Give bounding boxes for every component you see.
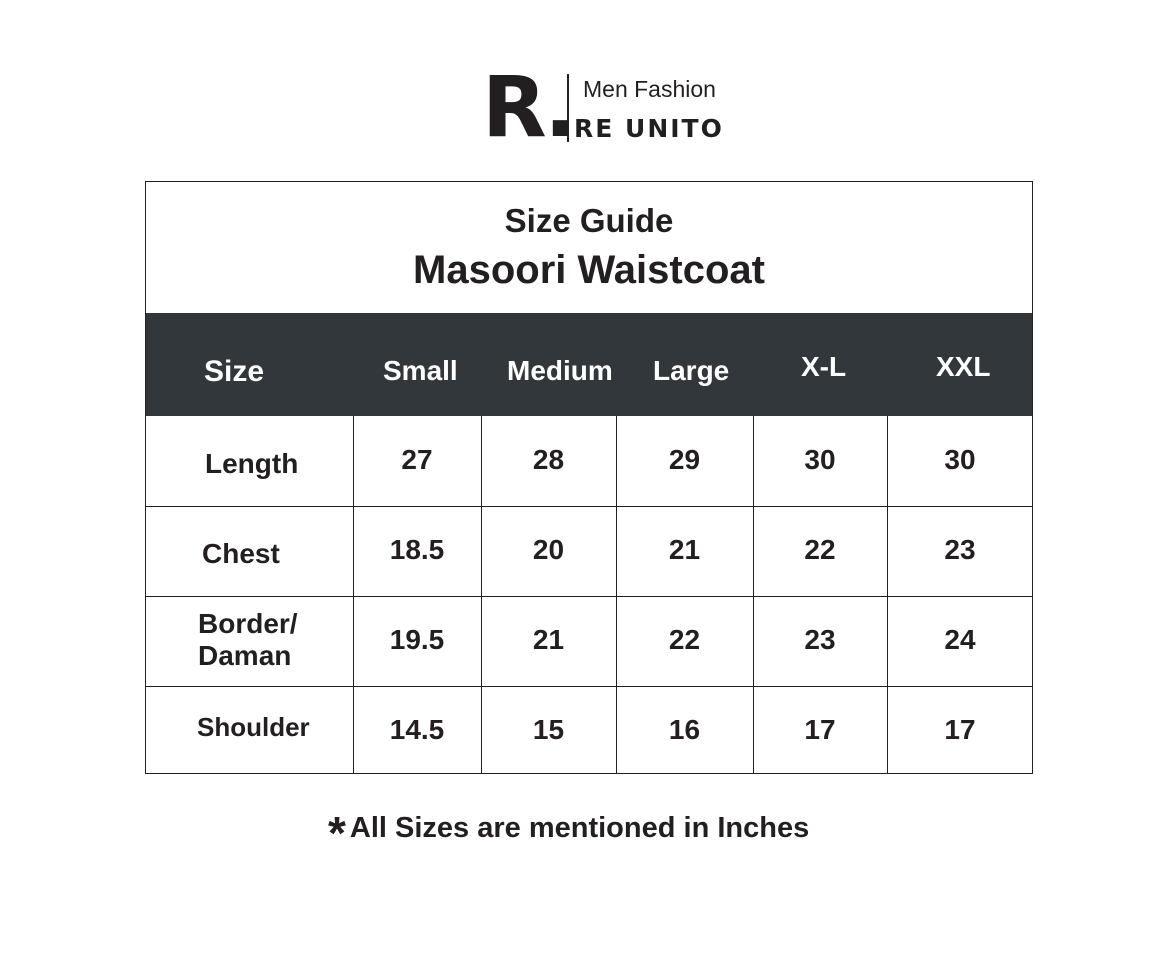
size-value: 23 <box>944 534 976 565</box>
size-value: 22 <box>668 624 701 655</box>
page-title: Size Guide <box>504 202 674 239</box>
logo-mark: R. <box>482 58 576 156</box>
logo-brand: RE UNITO <box>574 114 724 143</box>
header-cell: Medium <box>507 355 613 386</box>
size-value: 24 <box>944 624 976 655</box>
asterisk: * <box>328 807 346 859</box>
size-value: 22 <box>804 534 836 565</box>
size-value: 20 <box>532 534 565 565</box>
column-divider <box>887 416 888 774</box>
size-value: 28 <box>532 444 565 475</box>
header-cell: X-L <box>801 351 847 382</box>
table-header: Size Small Medium Large X-L XXL <box>146 313 1032 416</box>
row-label: Chest <box>202 538 280 569</box>
column-divider <box>353 416 354 774</box>
header-cell: Small <box>383 355 458 386</box>
header-cell: Large <box>653 355 730 386</box>
size-value: 27 <box>401 444 433 475</box>
row-divider <box>146 686 1032 687</box>
size-guide-table: Size Guide Masoori Waistcoat Size Small Me… <box>145 181 1033 774</box>
column-divider <box>753 416 754 774</box>
size-value: 14.5 <box>389 714 445 745</box>
size-value: 29 <box>668 444 701 475</box>
size-value: 15 <box>532 714 565 745</box>
row-label: Border/ Daman <box>198 608 298 671</box>
size-value: 18.5 <box>389 534 445 565</box>
logo-tagline: Men Fashion <box>583 76 716 102</box>
units-note-text: All Sizes are mentioned in Inches <box>349 812 810 844</box>
size-value: 19.5 <box>389 624 445 655</box>
size-value: 30 <box>804 444 836 475</box>
column-divider <box>481 416 482 774</box>
product-name: Masoori Waistcoat <box>413 248 765 292</box>
size-value: 17 <box>804 714 836 745</box>
size-value: 21 <box>668 534 701 565</box>
size-value: 23 <box>804 624 836 655</box>
units-note: * All Sizes are mentioned in Inches <box>328 807 810 866</box>
row-label: Shoulder <box>197 712 310 742</box>
header-cell: XXL <box>936 351 991 382</box>
size-value: 21 <box>532 624 565 655</box>
row-divider <box>146 506 1032 507</box>
row-divider <box>146 596 1032 597</box>
size-value: 17 <box>944 714 976 745</box>
header-cell: Size <box>204 355 265 388</box>
row-label: Length <box>205 448 299 479</box>
logo-divider <box>567 74 569 142</box>
column-divider <box>616 416 617 774</box>
size-value: 30 <box>944 444 976 475</box>
size-value: 16 <box>668 714 701 745</box>
